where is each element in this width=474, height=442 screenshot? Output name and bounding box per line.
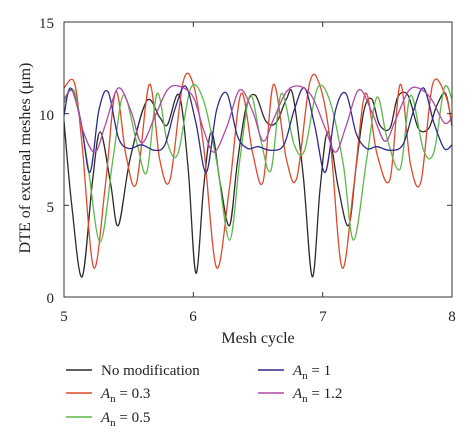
y-tick-label-5: 5 — [47, 200, 55, 216]
legend-label-an-1-2: An = 1.2 — [292, 386, 342, 405]
x-tick-label-6: 6 — [189, 309, 197, 325]
series-line-3 — [64, 85, 452, 173]
y-tick-label-10: 10 — [39, 108, 54, 124]
x-tick-label-8: 8 — [448, 309, 456, 325]
y-tick-label-0: 0 — [47, 291, 55, 307]
plot-frame — [63, 21, 453, 298]
series-line-4 — [64, 84, 452, 153]
x-tick-label-7: 7 — [319, 309, 327, 325]
legend-label-an-0-3: An = 0.3 — [100, 386, 150, 405]
legend-label-an-1: An = 1 — [292, 363, 331, 382]
y-axis-title: DTE of external meshes (μm) — [17, 63, 34, 254]
series-line-1 — [64, 72, 452, 269]
x-axis-title: Mesh cycle — [221, 330, 294, 347]
series-line-0 — [64, 88, 452, 278]
legend-label-no-modification: No modification — [101, 363, 200, 379]
x-tick-label-5: 5 — [60, 309, 68, 325]
legend-label-an-0-5: An = 0.5 — [100, 410, 150, 429]
legend: No modification An = 0.3 An = 0.5 An = 1… — [66, 363, 342, 429]
y-tick-label-15: 15 — [39, 16, 54, 32]
series-line-2 — [64, 83, 452, 243]
